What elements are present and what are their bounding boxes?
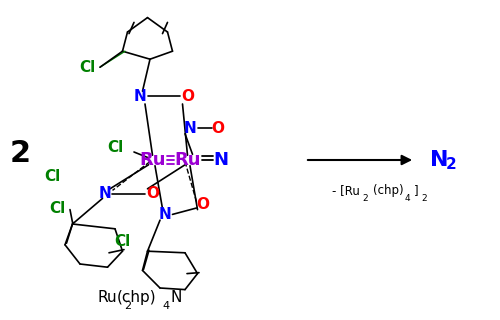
Text: Cl: Cl [44, 169, 60, 183]
Text: - [Ru: - [Ru [332, 184, 360, 197]
Text: Ru: Ru [98, 290, 117, 305]
Text: 2: 2 [124, 300, 131, 311]
Text: Cl: Cl [80, 60, 96, 75]
Text: Cl: Cl [50, 201, 66, 215]
Text: O: O [146, 186, 159, 201]
Text: N: N [171, 290, 182, 305]
Text: Cl: Cl [114, 234, 130, 249]
Text: 2: 2 [422, 194, 427, 203]
Text: 4: 4 [163, 300, 170, 311]
Text: (chp): (chp) [372, 184, 403, 197]
Text: Ru: Ru [174, 151, 201, 169]
Text: (chp): (chp) [116, 290, 156, 305]
Text: 2: 2 [10, 139, 30, 168]
Text: 2: 2 [446, 157, 457, 172]
Text: N: N [134, 89, 146, 103]
Text: ]: ] [414, 184, 418, 197]
Text: Cl: Cl [107, 140, 123, 155]
Text: N: N [430, 150, 448, 170]
Text: O: O [181, 89, 194, 103]
Text: N: N [98, 186, 112, 201]
Text: N: N [158, 207, 172, 222]
Text: Ru: Ru [139, 151, 166, 169]
Text: O: O [196, 197, 209, 212]
Text: 2: 2 [362, 194, 368, 203]
Text: O: O [211, 121, 224, 135]
Text: 4: 4 [405, 194, 410, 203]
Text: N: N [184, 121, 196, 135]
Text: N: N [214, 151, 228, 169]
